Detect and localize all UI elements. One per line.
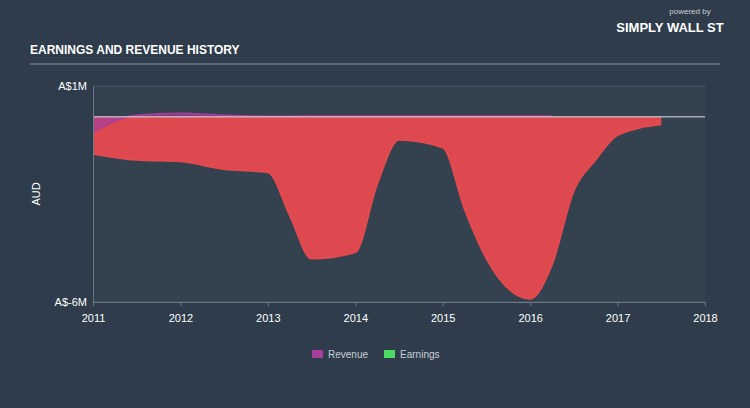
x-tick-label: 2018 [693,312,717,324]
x-axis-line [94,303,706,307]
x-tick-label: 2011 [82,312,106,324]
y-tick: A$-6M [55,296,93,308]
chart: EARNINGS AND REVENUE HISTORY powered by SI… [0,0,750,408]
baseline [93,116,705,117]
y-tick-label: A$1M [58,80,87,92]
legend-item: Earnings [384,349,439,360]
title-rule [30,64,720,65]
x-tick-label: 2014 [344,312,368,324]
y-axis: A$-6M A$1M [55,80,94,308]
x-tick-label: 2017 [606,312,630,324]
series-line [93,125,661,299]
grid-line [93,86,705,87]
x-tick-mark [180,302,181,306]
x-tick: 2013 [256,302,280,324]
x-tick-mark [618,302,619,306]
legend-label: Revenue [328,349,368,360]
x-tick-label: 2013 [256,312,280,324]
series-area [93,117,661,299]
x-tick: 2015 [431,302,455,324]
plot-area [93,86,705,302]
brand: SIMPLY WALL ST [616,20,723,35]
series-area [93,113,552,132]
title: EARNINGS AND REVENUE HISTORY [30,43,240,57]
legend-swatch [384,350,395,358]
y-tick: A$1M [58,80,93,92]
x-tick-mark [530,302,531,306]
x-axis: 2011 2012 2013 2014 2015 2016 2017 2018 [82,302,718,324]
x-tick-mark [705,302,706,306]
legend-item: Revenue [312,349,368,360]
y-tick-label: A$-6M [55,296,87,308]
x-tick-mark [93,302,94,306]
x-tick: 2018 [693,302,717,324]
x-tick-mark [443,302,444,306]
x-tick: 2014 [344,302,368,324]
x-tick: 2016 [518,302,542,324]
x-tick: 2012 [169,302,193,324]
x-tick-label: 2012 [169,312,193,324]
legend-label: Earnings [400,349,439,360]
legend: Revenue Earnings [312,349,440,360]
legend-swatch [312,350,323,358]
x-tick: 2017 [606,302,630,324]
y-axis-title: AUD [30,182,42,205]
background [0,0,750,408]
x-tick-label: 2015 [431,312,455,324]
x-tick-mark [355,302,356,306]
y-axis-line [93,87,94,303]
series-line [93,113,552,132]
brand-caption: powered by [669,7,710,16]
x-tick-mark [268,302,269,306]
x-tick-label: 2016 [518,312,542,324]
marks [93,113,705,299]
